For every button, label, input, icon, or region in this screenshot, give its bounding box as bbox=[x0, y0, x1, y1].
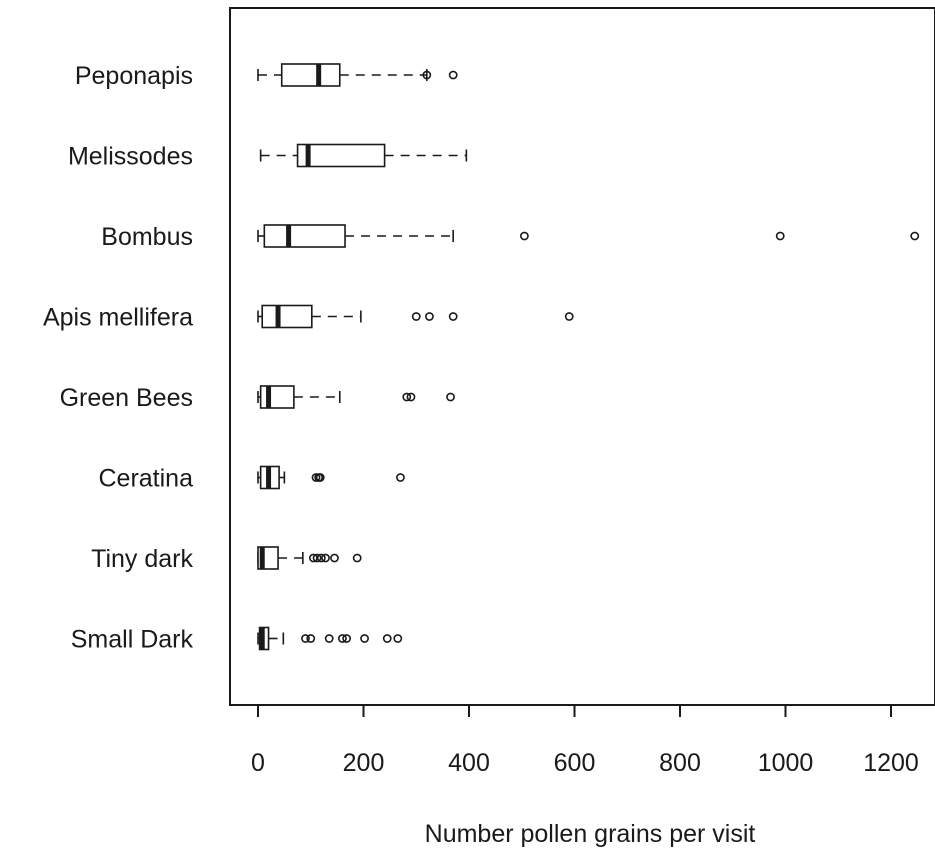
outlier-point bbox=[775, 231, 785, 241]
box-group-tiny-dark bbox=[257, 546, 362, 570]
outlier-point bbox=[406, 392, 416, 402]
outlier-point bbox=[312, 553, 322, 563]
outlier-point bbox=[448, 70, 458, 80]
category-labels: Peponapis Melissodes Bombus Apis mellifera G… bbox=[43, 62, 194, 654]
outlier-point bbox=[342, 634, 352, 643]
x-tick-label: 1200 bbox=[863, 749, 919, 777]
outlier-point bbox=[402, 392, 412, 402]
outlier-point bbox=[448, 312, 458, 321]
x-axis: 0 200 400 600 800 1000 1200 bbox=[251, 705, 919, 777]
category-label-melissodes: Melissodes bbox=[68, 143, 193, 171]
boxes-layer bbox=[257, 63, 920, 651]
x-tick-label: 600 bbox=[554, 749, 596, 777]
outlier-point bbox=[311, 473, 321, 482]
x-tick-label: 400 bbox=[448, 749, 490, 777]
outlier-point bbox=[422, 70, 432, 80]
outlier-point bbox=[360, 634, 369, 643]
category-label-bombus: Bombus bbox=[101, 223, 193, 251]
outlier-point bbox=[564, 312, 574, 321]
outlier-point bbox=[306, 634, 316, 643]
outlier-point bbox=[337, 634, 347, 643]
iqr-box bbox=[263, 224, 346, 248]
box-group-bombus bbox=[257, 224, 920, 248]
outlier-point bbox=[425, 312, 434, 321]
iqr-box bbox=[280, 63, 341, 87]
outlier-point bbox=[330, 553, 339, 563]
category-label-peponapis: Peponapis bbox=[75, 62, 193, 90]
box-group-small-dark bbox=[257, 626, 403, 651]
category-label-apis-mellifera: Apis mellifera bbox=[43, 304, 193, 332]
iqr-box bbox=[259, 385, 295, 409]
box-group-peponapis bbox=[257, 63, 458, 87]
outlier-point bbox=[519, 231, 529, 241]
category-label-green-bees: Green Bees bbox=[60, 384, 193, 412]
box-group-ceratina bbox=[257, 465, 405, 490]
box-group-green-bees bbox=[257, 385, 455, 409]
iqr-box bbox=[296, 143, 386, 168]
x-tick-label: 800 bbox=[659, 749, 701, 777]
outlier-point bbox=[446, 392, 455, 402]
category-label-tiny-dark: Tiny dark bbox=[91, 545, 193, 573]
iqr-box bbox=[261, 304, 313, 329]
outlier-point bbox=[315, 473, 325, 482]
box-group-melissodes bbox=[259, 143, 468, 168]
x-tick-label: 1000 bbox=[758, 749, 814, 777]
outlier-point bbox=[316, 553, 326, 563]
category-label-ceratina: Ceratina bbox=[99, 465, 194, 493]
x-axis-title: Number pollen grains per visit bbox=[425, 820, 756, 848]
outlier-point bbox=[910, 231, 920, 241]
outlier-point bbox=[321, 553, 330, 563]
x-tick-label: 200 bbox=[343, 749, 385, 777]
outlier-point bbox=[324, 634, 334, 643]
x-tick-label: 0 bbox=[251, 749, 265, 777]
box-group-apis-mellifera bbox=[257, 304, 574, 329]
outlier-point bbox=[396, 473, 405, 482]
outlier-point bbox=[411, 312, 421, 321]
outlier-point bbox=[301, 634, 310, 643]
outlier-point bbox=[382, 634, 392, 643]
plot-frame bbox=[229, 7, 935, 706]
outlier-point bbox=[393, 634, 403, 643]
outlier-point bbox=[352, 553, 362, 563]
category-label-small-dark: Small Dark bbox=[71, 626, 194, 654]
